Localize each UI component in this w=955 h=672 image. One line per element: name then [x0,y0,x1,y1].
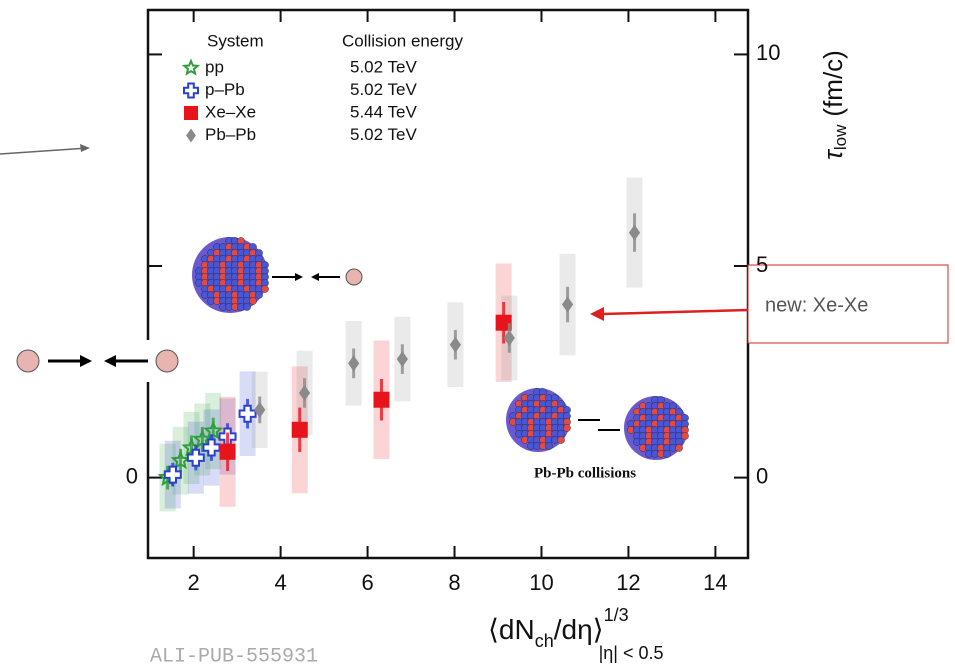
x-tick-label: 12 [616,570,640,595]
marker [373,391,390,408]
marker [203,420,224,440]
x-label-rest: /dη⟩ [554,614,604,645]
x-tick-label: 2 [188,570,200,595]
marker [348,355,360,372]
nucleon [681,432,689,440]
y-label-symbol: τ [818,148,848,160]
x-tick-label: 10 [529,570,553,595]
legend-header: Collision energy [342,31,463,50]
marker [503,329,515,346]
proton [16,349,40,373]
marker [238,404,257,423]
legend-header: System [207,31,264,50]
marker [291,421,308,438]
y-label-sub: low [831,124,850,150]
annotation-box [747,264,949,344]
marker [186,448,205,467]
arrow-head [590,307,604,321]
arrow-head [295,273,303,281]
annotation-text: new: Xe-Xe [765,294,868,316]
proton [155,349,179,373]
nucleon [249,297,257,305]
marker [495,314,512,331]
legend-marker [183,82,199,99]
legend-marker [186,128,196,143]
marker [396,351,408,368]
x-label-sup: 1/3 [604,605,629,625]
x-label-sub: ch [535,631,554,651]
marker [202,438,221,457]
legend-marker [181,58,201,76]
marker [449,336,461,353]
legend-energy: 5.02 TeV [350,125,417,144]
marker [163,465,182,484]
nucleon [675,444,683,452]
arrow-head [80,355,92,367]
nucleon [557,436,565,444]
x-label-sub: |η| < 0.5 [599,643,664,663]
nucleon [663,450,671,458]
y-tick-label: 0 [756,463,768,488]
legend-label: pp [205,57,224,76]
proton [345,268,363,286]
annotation-arrow [601,308,749,316]
y-tick-label: 5 [756,252,768,277]
marker [254,401,266,418]
marker [170,450,191,470]
legend-marker [184,106,198,120]
legend-energy: 5.02 TeV [350,57,417,76]
x-axis-label: ⟨dNch/dη⟩1/3 |η| < 0.5 [488,605,664,663]
legend-energy: 5.44 TeV [350,102,417,121]
nucleon [243,303,251,311]
legend-label: Pb–Pb [205,125,256,144]
x-tick-label: 14 [703,570,727,595]
pointer-arrow [0,147,89,155]
marker [219,443,236,460]
x-label-main: ⟨dN [488,614,535,645]
collision-arrows [578,419,620,431]
figure-id: ALI-PUB-555931 [150,645,318,668]
x-tick-label: 6 [361,570,373,595]
arrow-head [80,144,90,152]
arrow-head [311,273,319,281]
y-axis-label: τlow (fm/c) [818,50,851,160]
nucleon [261,285,269,293]
nucleon [545,442,553,450]
x-tick-label: 8 [448,570,460,595]
legend-label: p–Pb [205,80,245,99]
marker [628,224,641,241]
y-label-unit: (fm/c) [818,50,848,116]
arrow-head [104,355,116,367]
x-tick-label: 4 [274,570,286,595]
collisions-label: Pb-Pb collisions [534,465,636,481]
y-tick-label: 0 [126,463,138,488]
marker [298,384,311,401]
legend-label: Xe–Xe [205,102,256,121]
marker [561,296,574,313]
y-tick-label: 10 [756,40,780,65]
legend-energy: 5.02 TeV [350,80,417,99]
nucleon [563,424,571,432]
nucleon [255,291,263,299]
